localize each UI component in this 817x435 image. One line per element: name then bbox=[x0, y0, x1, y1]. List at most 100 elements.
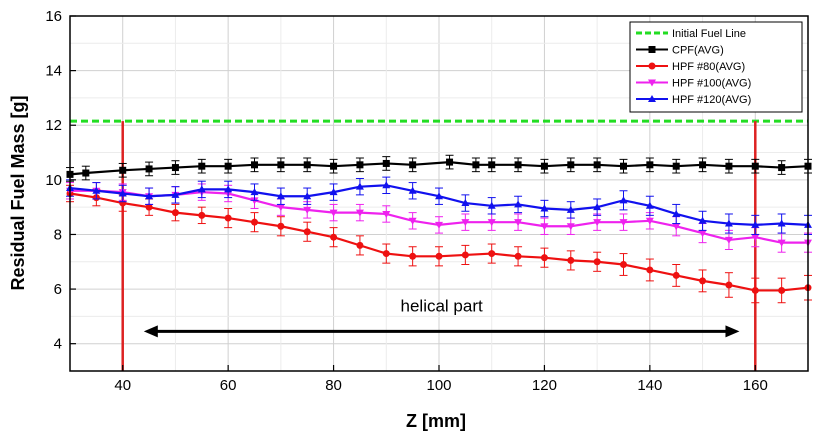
data-point bbox=[620, 162, 627, 170]
data-point bbox=[145, 203, 153, 211]
data-point bbox=[672, 271, 680, 279]
data-point bbox=[224, 185, 233, 193]
legend-swatch-marker bbox=[648, 62, 656, 70]
data-point bbox=[277, 161, 285, 169]
data-point bbox=[356, 161, 364, 169]
y-tick-label: 10 bbox=[45, 172, 62, 189]
data-point bbox=[620, 261, 627, 268]
data-point bbox=[698, 216, 707, 224]
data-point bbox=[725, 281, 733, 289]
data-point bbox=[435, 252, 443, 260]
data-point bbox=[567, 256, 575, 264]
data-point bbox=[303, 206, 312, 214]
data-point bbox=[672, 209, 681, 217]
data-point bbox=[355, 182, 364, 190]
x-tick-label: 40 bbox=[114, 377, 131, 394]
legend-swatch-marker bbox=[648, 46, 656, 53]
data-point bbox=[250, 188, 259, 196]
data-point bbox=[171, 190, 180, 198]
data-point bbox=[355, 209, 364, 217]
data-point bbox=[435, 192, 443, 200]
y-axis-title: Residual Fuel Mass [g] bbox=[8, 95, 28, 290]
data-point bbox=[672, 162, 680, 170]
data-point bbox=[461, 251, 469, 259]
data-point bbox=[171, 164, 179, 172]
data-point bbox=[724, 236, 733, 244]
y-tick-label: 12 bbox=[45, 117, 62, 134]
data-point bbox=[514, 200, 523, 208]
data-point bbox=[699, 161, 707, 169]
data-point bbox=[276, 204, 285, 212]
data-point bbox=[409, 252, 417, 260]
data-point bbox=[778, 164, 786, 172]
data-point bbox=[356, 241, 364, 249]
x-tick-label: 160 bbox=[743, 377, 768, 394]
legend-label: Initial Fuel Line bbox=[672, 28, 746, 40]
data-point bbox=[672, 223, 681, 231]
legend: Initial Fuel Line CPF(AVG) HPF #80(AVG) HPF… bbox=[629, 21, 803, 113]
y-tick-label: 14 bbox=[45, 63, 62, 80]
data-point bbox=[330, 233, 338, 241]
data-point bbox=[487, 201, 496, 209]
data-point bbox=[646, 266, 654, 274]
data-point bbox=[251, 218, 258, 226]
y-tick-label: 8 bbox=[54, 226, 62, 243]
data-point bbox=[251, 161, 258, 169]
data-point bbox=[198, 162, 206, 170]
data-point bbox=[197, 185, 206, 193]
data-point bbox=[408, 217, 417, 225]
data-point bbox=[514, 252, 522, 260]
data-point bbox=[487, 219, 496, 227]
x-axis-title: Z [mm] bbox=[406, 411, 466, 431]
x-tick-label: 120 bbox=[532, 377, 557, 394]
data-point bbox=[645, 217, 654, 225]
data-point bbox=[751, 234, 760, 242]
data-point bbox=[461, 219, 470, 227]
annotation-arrow-head-right bbox=[725, 325, 740, 338]
data-point bbox=[593, 258, 601, 266]
data-point bbox=[224, 214, 232, 222]
data-point bbox=[619, 219, 628, 227]
data-point bbox=[408, 186, 417, 194]
data-point bbox=[330, 162, 338, 170]
data-point bbox=[198, 211, 206, 219]
annotation-arrow-head-left bbox=[143, 325, 158, 338]
data-point bbox=[303, 228, 311, 236]
series-layer bbox=[66, 154, 812, 304]
data-point bbox=[751, 220, 760, 228]
data-point bbox=[472, 161, 480, 169]
data-point bbox=[751, 286, 759, 294]
data-point bbox=[540, 254, 548, 262]
x-tick-label: 60 bbox=[220, 377, 237, 394]
y-tick-label: 4 bbox=[54, 336, 62, 353]
data-point bbox=[777, 239, 786, 247]
legend-label: HPF #100(AVG) bbox=[672, 78, 751, 90]
data-point bbox=[488, 250, 496, 258]
helical-part-annotation: helical part bbox=[143, 296, 740, 338]
legend-label: HPF #120(AVG) bbox=[672, 94, 751, 106]
data-point bbox=[329, 209, 338, 217]
legend-swatch-marker bbox=[648, 79, 656, 87]
data-point bbox=[566, 223, 575, 231]
data-point bbox=[751, 162, 759, 170]
data-point bbox=[171, 209, 179, 217]
data-point bbox=[619, 196, 628, 204]
data-point bbox=[567, 161, 575, 169]
data-point bbox=[777, 219, 786, 227]
data-point bbox=[593, 219, 602, 227]
data-point bbox=[514, 161, 522, 169]
x-tick-label: 100 bbox=[426, 377, 451, 394]
data-point bbox=[224, 162, 232, 170]
series-hpf-120-avg- bbox=[66, 176, 812, 235]
y-tick-label: 6 bbox=[54, 281, 62, 298]
data-point bbox=[699, 277, 707, 285]
grid bbox=[69, 15, 809, 372]
axis-ticks: 40 60 80 100 120 140 160 4 6 8 10 12 14 16 bbox=[45, 8, 767, 394]
data-point bbox=[724, 219, 733, 227]
legend-label: CPF(AVG) bbox=[672, 45, 724, 57]
data-point bbox=[540, 223, 549, 231]
data-point bbox=[488, 161, 496, 169]
data-point bbox=[778, 286, 786, 294]
data-point bbox=[382, 159, 390, 167]
